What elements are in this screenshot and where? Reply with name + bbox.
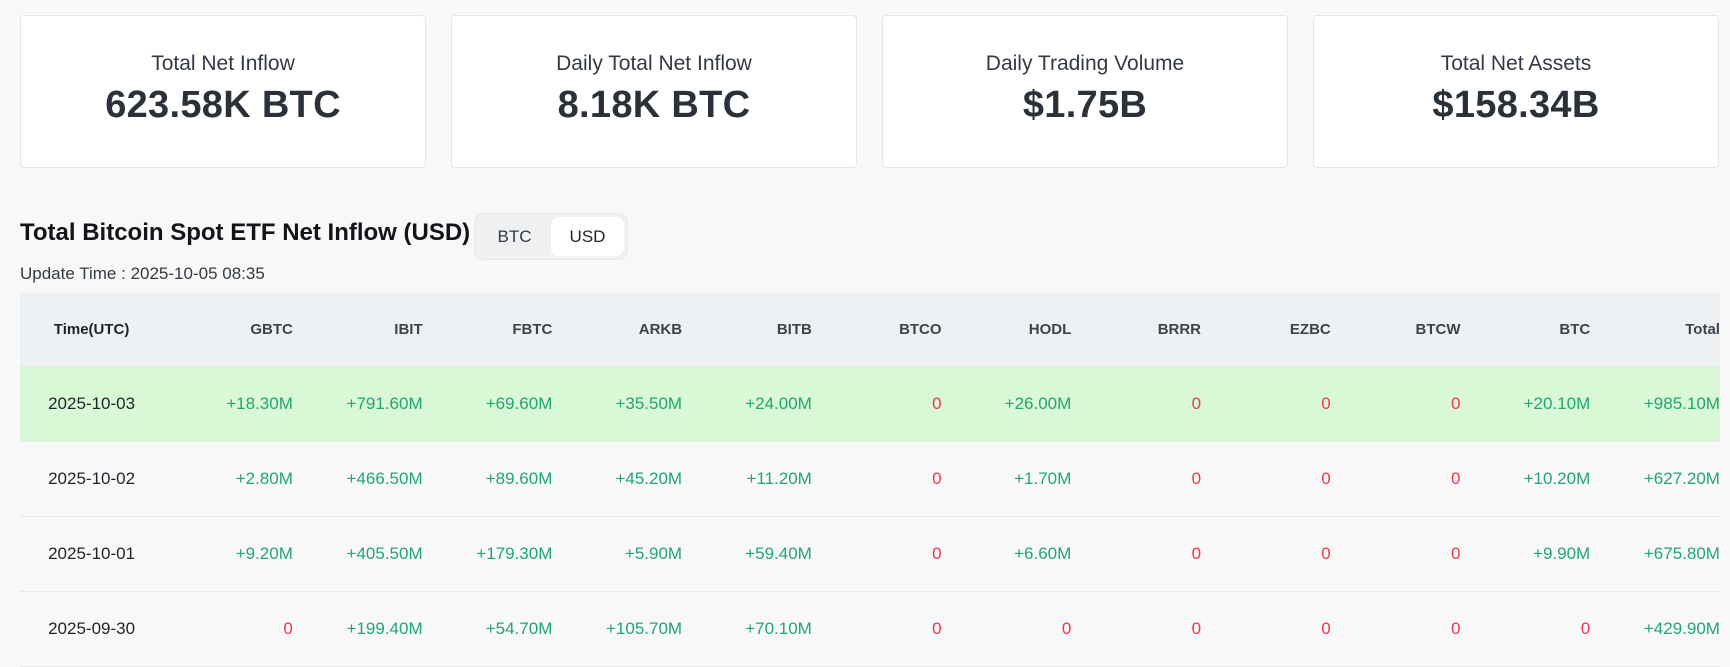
cell-total: +675.80M [1643, 544, 1720, 563]
header-bitb[interactable]: BITB [776, 321, 812, 338]
cell-total: +627.20M [1643, 469, 1720, 488]
header-arkb[interactable]: ARKB [638, 321, 683, 338]
cell-fbtc: +89.60M [485, 469, 553, 488]
cell-arkb: +5.90M [624, 544, 683, 563]
header-gbtc[interactable]: GBTC [250, 321, 293, 338]
stat-label: Daily Total Net Inflow [556, 52, 752, 75]
toggle-btc-button[interactable]: BTC [497, 226, 532, 246]
cell-hodl: +26.00M [1004, 394, 1072, 413]
cell-btc: +20.10M [1523, 394, 1591, 413]
table-row: 2025-10-01 +9.20M +405.50M +179.30M +5.9… [20, 517, 1720, 592]
stat-value: 8.18K BTC [557, 84, 751, 126]
cell-btcw: 0 [1451, 619, 1461, 638]
cell-btcw: 0 [1451, 469, 1461, 488]
etf-flow-table: Time(UTC) GBTC IBIT FBTC ARKB BITB BTCO … [20, 293, 1720, 667]
header-total[interactable]: Total [1685, 321, 1720, 338]
cell-gbtc: +18.30M [226, 394, 293, 413]
cell-date: 2025-09-30 [48, 619, 136, 638]
header-time[interactable]: Time(UTC) [53, 321, 130, 338]
stat-value: $158.34B [1432, 84, 1600, 126]
cell-bitb: +70.10M [745, 619, 812, 638]
cell-date: 2025-10-02 [48, 469, 136, 488]
cell-brrr: 0 [1191, 544, 1202, 563]
header-ezbc[interactable]: EZBC [1289, 321, 1331, 338]
cell-btco: 0 [932, 619, 942, 638]
stat-card-total-net-assets: Total Net Assets $158.34B [1313, 15, 1719, 168]
update-time-value: 2025-10-05 08:35 [130, 264, 265, 283]
cell-btc: +9.90M [1533, 544, 1591, 563]
cell-btc: +10.20M [1523, 469, 1591, 488]
stat-label: Total Net Assets [1440, 52, 1592, 75]
cell-btco: 0 [932, 394, 942, 413]
cell-hodl: 0 [1061, 619, 1072, 638]
header-fbtc[interactable]: FBTC [512, 321, 553, 338]
cell-total: +985.10M [1643, 394, 1720, 413]
cell-btcw: 0 [1451, 394, 1461, 413]
cell-ibit: +791.60M [346, 394, 423, 413]
cell-gbtc: +2.80M [235, 469, 293, 488]
cell-bitb: +11.20M [746, 469, 812, 488]
header-btc[interactable]: BTC [1559, 321, 1591, 338]
cell-arkb: +45.20M [615, 469, 683, 488]
stat-card-daily-total-net-inflow: Daily Total Net Inflow 8.18K BTC [451, 15, 857, 168]
table-header-row: Time(UTC) GBTC IBIT FBTC ARKB BITB BTCO … [20, 293, 1720, 367]
cell-ibit: +466.50M [346, 469, 423, 488]
stat-label: Total Net Inflow [151, 52, 295, 75]
stat-value: 623.58K BTC [105, 84, 341, 126]
update-time: Update Time : 2025-10-05 08:35 [20, 264, 265, 284]
cell-btco: 0 [932, 544, 942, 563]
cell-ibit: +199.40M [346, 619, 423, 638]
cell-btc: 0 [1580, 619, 1591, 638]
table-row: 2025-10-03 +18.30M +791.60M +69.60M +35.… [20, 367, 1720, 442]
table-row: 2025-10-02 +2.80M +466.50M +89.60M +45.2… [20, 442, 1720, 517]
toggle-usd-button[interactable]: USD [551, 217, 624, 256]
cell-btcw: 0 [1451, 544, 1461, 563]
header-btco[interactable]: BTCO [899, 321, 942, 338]
cell-gbtc: 0 [283, 619, 293, 638]
cell-ezbc: 0 [1321, 619, 1331, 638]
cell-hodl: +1.70M [1014, 469, 1072, 488]
cell-fbtc: +69.60M [485, 394, 553, 413]
cell-brrr: 0 [1191, 619, 1202, 638]
cell-date: 2025-10-01 [48, 544, 136, 563]
cell-brrr: 0 [1191, 469, 1202, 488]
section-title: Total Bitcoin Spot ETF Net Inflow (USD) [20, 219, 471, 246]
currency-toggle: BTC USD [474, 213, 628, 260]
cell-hodl: +6.60M [1014, 544, 1072, 563]
cell-bitb: +24.00M [745, 394, 812, 413]
cell-ezbc: 0 [1321, 469, 1331, 488]
header-btcw[interactable]: BTCW [1415, 321, 1461, 338]
cell-bitb: +59.40M [745, 544, 812, 563]
cell-date: 2025-10-03 [48, 394, 136, 413]
stats-row: Total Net Inflow 623.58K BTC Daily Total… [20, 15, 1719, 168]
header-ibit[interactable]: IBIT [394, 321, 423, 338]
cell-fbtc: +54.70M [485, 619, 553, 638]
cell-arkb: +105.70M [606, 619, 683, 638]
header-hodl[interactable]: HODL [1028, 321, 1072, 338]
stat-value: $1.75B [1022, 84, 1148, 126]
cell-total: +429.90M [1643, 619, 1720, 638]
header-brrr[interactable]: BRRR [1157, 321, 1202, 338]
stat-label: Daily Trading Volume [985, 52, 1185, 75]
cell-ibit: +405.50M [346, 544, 423, 563]
cell-gbtc: +9.20M [235, 544, 293, 563]
cell-fbtc: +179.30M [476, 544, 553, 563]
table-row: 2025-09-30 0 +199.40M +54.70M +105.70M +… [20, 592, 1720, 667]
cell-brrr: 0 [1191, 394, 1202, 413]
cell-btco: 0 [932, 469, 942, 488]
cell-arkb: +35.50M [615, 394, 683, 413]
stat-card-total-net-inflow: Total Net Inflow 623.58K BTC [20, 15, 426, 168]
update-time-label: Update Time : [20, 264, 131, 283]
stat-card-daily-trading-volume: Daily Trading Volume $1.75B [882, 15, 1288, 168]
cell-ezbc: 0 [1321, 544, 1331, 563]
cell-ezbc: 0 [1321, 394, 1331, 413]
